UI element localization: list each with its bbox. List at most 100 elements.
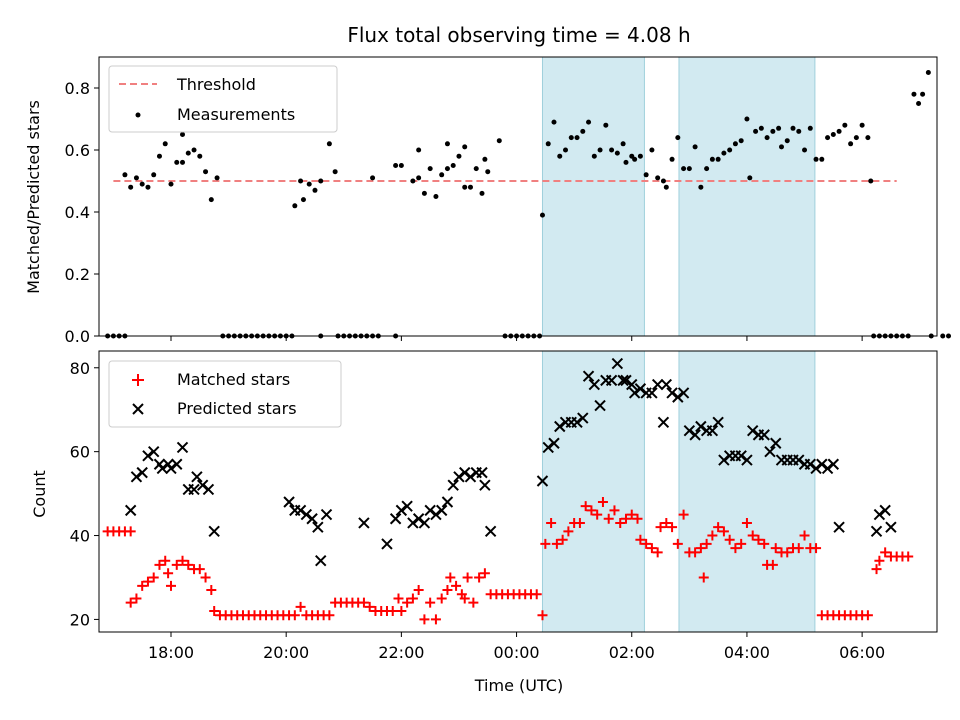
measurement-point bbox=[623, 159, 629, 165]
matched-star-point bbox=[289, 610, 300, 621]
measurement-point bbox=[332, 169, 338, 175]
matched-star-point bbox=[707, 530, 718, 541]
matched-star-point bbox=[646, 543, 657, 554]
matched-star-point bbox=[551, 538, 562, 549]
matched-star-point bbox=[563, 526, 574, 537]
legend-predicted-swatch bbox=[132, 403, 144, 415]
top-ytick-label: 0.8 bbox=[65, 79, 90, 98]
predicted-star-point bbox=[165, 462, 177, 475]
predicted-star-point bbox=[735, 450, 747, 462]
measurement-point bbox=[214, 175, 220, 181]
matched-star-point bbox=[125, 526, 136, 537]
matched-star-point bbox=[479, 568, 490, 579]
top-shade-0 bbox=[541, 56, 645, 337]
matched-star-point bbox=[672, 538, 683, 549]
matched-star-point bbox=[125, 597, 136, 608]
bottom-xtick-label: 00:00 bbox=[494, 643, 540, 662]
predicted-star-point bbox=[793, 454, 805, 466]
predicted-star-point bbox=[171, 458, 183, 470]
matched-star-point bbox=[183, 559, 194, 570]
measurement-point bbox=[764, 135, 770, 141]
top-measurement-points bbox=[105, 70, 952, 339]
bottom-ytick-label: 60 bbox=[70, 443, 90, 462]
measurement-point bbox=[753, 128, 759, 134]
predicted-star-point bbox=[816, 458, 828, 470]
predicted-star-point bbox=[712, 416, 724, 429]
predicted-star-point bbox=[746, 424, 759, 437]
predicted-star-point bbox=[191, 471, 203, 483]
measurement-point bbox=[393, 163, 399, 168]
measurement-point bbox=[539, 212, 545, 218]
measurement-point bbox=[698, 184, 704, 190]
matched-star-point bbox=[358, 597, 369, 608]
measurement-point bbox=[203, 169, 209, 175]
matched-star-point bbox=[903, 551, 914, 562]
legend-measurements-swatch bbox=[135, 112, 141, 118]
measurement-point bbox=[444, 141, 450, 147]
matched-star-point bbox=[430, 614, 441, 625]
predicted-star-point bbox=[306, 513, 318, 525]
predicted-star-point bbox=[689, 429, 701, 441]
matched-star-point bbox=[753, 534, 764, 545]
matched-star-point bbox=[641, 538, 652, 549]
predicted-star-point bbox=[821, 462, 834, 475]
measurement-point bbox=[450, 163, 456, 168]
bottom-legend: Matched stars Predicted stars bbox=[108, 360, 342, 428]
measurement-point bbox=[591, 153, 597, 159]
predicted-star-point bbox=[294, 504, 307, 517]
bottom-shade-1 bbox=[678, 350, 816, 633]
predicted-star-point bbox=[395, 504, 408, 517]
predicted-star-point bbox=[479, 479, 491, 491]
matched-star-point bbox=[209, 606, 220, 617]
measurement-point bbox=[721, 150, 727, 156]
predicted-star-point bbox=[758, 429, 770, 441]
predicted-star-point bbox=[571, 416, 583, 429]
matched-star-point bbox=[747, 530, 758, 541]
predicted-star-point bbox=[588, 378, 601, 391]
predicted-star-point bbox=[594, 399, 606, 412]
legend-matched-swatch bbox=[132, 374, 144, 386]
matched-star-point bbox=[468, 597, 479, 608]
matched-star-point bbox=[770, 543, 781, 554]
measurement-point bbox=[485, 169, 491, 175]
measurement-point bbox=[776, 125, 782, 131]
measurement-point bbox=[139, 181, 145, 187]
measurement-point bbox=[802, 147, 808, 153]
measurement-point bbox=[597, 147, 603, 153]
measurement-point bbox=[300, 197, 306, 203]
measurement-point bbox=[462, 184, 468, 190]
matched-star-point bbox=[194, 564, 205, 575]
measurement-point bbox=[416, 147, 422, 153]
measurement-point bbox=[439, 172, 445, 178]
matched-star-point bbox=[799, 530, 810, 541]
matched-star-point bbox=[165, 580, 176, 591]
measurement-point bbox=[709, 156, 715, 162]
predicted-star-point bbox=[300, 508, 313, 521]
matched-star-point bbox=[874, 555, 885, 566]
measurement-point bbox=[174, 159, 180, 165]
measurement-point bbox=[758, 125, 764, 131]
predicted-star-point bbox=[148, 445, 160, 458]
matched-star-point bbox=[393, 593, 404, 604]
measurement-point bbox=[208, 197, 214, 203]
top-y-axis-label: Matched/Predicted stars bbox=[24, 100, 43, 294]
measurement-point bbox=[920, 91, 926, 97]
measurement-point bbox=[180, 132, 186, 137]
predicted-star-point bbox=[706, 424, 719, 437]
matched-star-point bbox=[474, 572, 485, 583]
measurement-point bbox=[819, 156, 825, 162]
top-panel: 0.00.20.40.60.8 Matched/Predicted stars … bbox=[24, 56, 952, 346]
predicted-star-point bbox=[124, 504, 137, 517]
matched-star-point bbox=[592, 509, 603, 520]
measurement-point bbox=[686, 166, 692, 172]
bottom-ytick-label: 40 bbox=[70, 527, 90, 546]
measurement-point bbox=[637, 153, 643, 159]
predicted-star-point bbox=[476, 466, 488, 479]
predicted-star-point bbox=[418, 517, 431, 529]
legend-measurements-label: Measurements bbox=[177, 105, 295, 124]
matched-star-point bbox=[557, 534, 568, 545]
matched-star-point bbox=[402, 597, 413, 608]
measurement-point bbox=[704, 166, 710, 172]
matched-star-point bbox=[615, 517, 626, 528]
matched-star-point bbox=[436, 593, 447, 604]
